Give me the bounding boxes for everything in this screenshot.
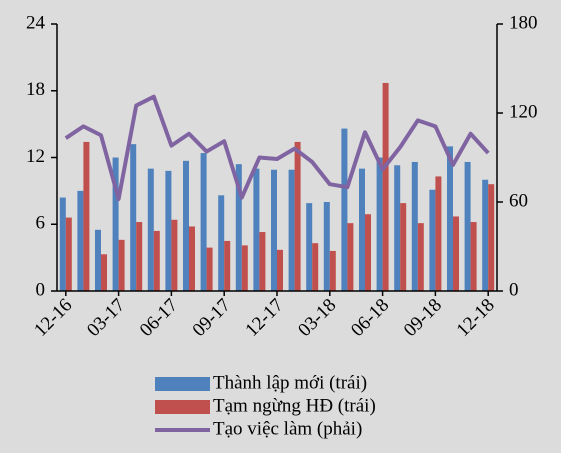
- legend-label: Tạm ngừng HĐ (trái): [213, 395, 376, 416]
- y-tick-label: 18: [26, 79, 45, 100]
- bar: [464, 161, 471, 291]
- bar: [235, 164, 242, 291]
- bar: [365, 214, 371, 291]
- y-tick-label: 12: [26, 146, 45, 167]
- bar: [95, 229, 101, 291]
- bar: [312, 243, 319, 291]
- x-tick-label: 03-17: [83, 295, 129, 341]
- legend-label: Tạo việc làm (phải): [213, 418, 362, 439]
- line: [64, 94, 490, 202]
- bar: [171, 219, 178, 291]
- bar: [271, 169, 277, 291]
- bar: [277, 249, 283, 291]
- bar: [136, 222, 143, 291]
- bar: [347, 223, 354, 291]
- bar: [59, 197, 66, 291]
- bar: [259, 232, 266, 291]
- bar: [253, 168, 260, 291]
- bar: [411, 161, 418, 291]
- bar: [189, 226, 195, 291]
- bar: [400, 203, 407, 291]
- bar: [153, 230, 160, 291]
- bar: [394, 165, 401, 291]
- legend-swatch: [155, 400, 210, 414]
- bar: [241, 245, 248, 291]
- legend-label: Thành lập mới (trái): [213, 372, 367, 393]
- bar: [329, 250, 336, 291]
- bar: [482, 179, 489, 291]
- bar: [435, 176, 442, 291]
- bar: [224, 240, 231, 291]
- bar: [218, 195, 225, 291]
- bar: [429, 189, 436, 291]
- bar: [376, 157, 383, 291]
- y2-tick-label: 0: [509, 279, 519, 300]
- y2-tick-label: 180: [509, 12, 538, 33]
- bar: [206, 247, 213, 291]
- x-tick-label: 12-16: [30, 295, 76, 341]
- legend-swatch: [155, 377, 210, 391]
- y2-tick-label: 120: [509, 101, 538, 122]
- bar: [382, 82, 389, 292]
- bar: [470, 222, 477, 291]
- x-tick-label: 09-18: [400, 295, 446, 341]
- bar: [118, 239, 125, 291]
- bar: [447, 146, 453, 291]
- bar: [147, 168, 154, 291]
- x-tick-label: 06-17: [136, 295, 182, 341]
- bar: [417, 223, 424, 291]
- bar: [130, 144, 137, 291]
- bar: [112, 157, 119, 291]
- x-tick-label: 12-17: [241, 295, 287, 341]
- y2-tick-label: 60: [509, 190, 528, 211]
- x-tick-label: 12-18: [453, 295, 499, 341]
- y-tick-label: 24: [26, 12, 46, 33]
- bar: [341, 128, 348, 291]
- bar: [294, 141, 301, 291]
- x-tick-label: 06-18: [347, 295, 393, 341]
- x-tick-label: 09-17: [189, 295, 235, 341]
- bar: [200, 153, 207, 291]
- bar: [83, 141, 90, 291]
- bar: [323, 202, 330, 291]
- bar: [101, 254, 107, 291]
- bar: [165, 170, 172, 291]
- bar: [359, 168, 365, 291]
- bar: [65, 217, 72, 291]
- x-tick-label: 03-18: [294, 295, 340, 341]
- bar: [183, 160, 189, 291]
- bar: [306, 203, 313, 291]
- y-tick-label: 0: [36, 279, 46, 300]
- bar: [488, 184, 495, 291]
- bar: [288, 169, 295, 291]
- bar: [77, 190, 84, 291]
- bar: [453, 216, 459, 291]
- y-tick-label: 6: [36, 213, 46, 234]
